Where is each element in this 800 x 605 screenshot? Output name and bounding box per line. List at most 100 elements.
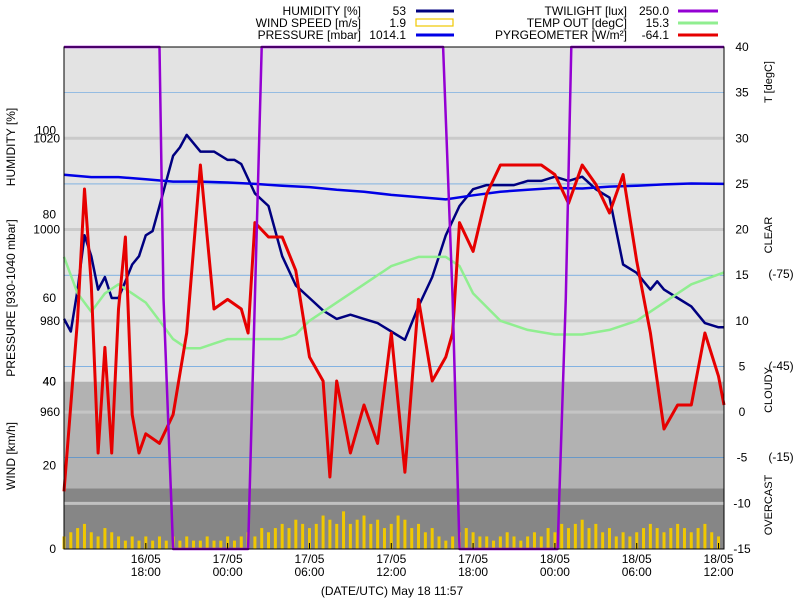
series-line-humidity (62, 133, 724, 342)
wind-bar-67 (519, 540, 523, 549)
sky-label: CLEAR (763, 217, 775, 254)
wind-bar-65 (505, 532, 509, 549)
wind-tick-label: 0 (49, 542, 56, 556)
legend-label: TWILIGHT [lux] (545, 4, 627, 18)
wind-bar-55 (437, 536, 441, 549)
x-date-label: 16/05 (131, 552, 161, 566)
wind-bar-7 (110, 532, 114, 549)
wind-bar-74 (567, 528, 571, 549)
wind-bar-20 (198, 540, 202, 549)
wind-bar-29 (260, 528, 264, 549)
wind-bar-71 (546, 528, 550, 549)
wind-bar-91 (682, 528, 686, 549)
wind-bar-48 (389, 523, 393, 549)
pressure-tick-label: 960 (40, 405, 60, 419)
wind-bar-90 (676, 523, 680, 549)
legend-value: 1014.1 (369, 28, 406, 42)
wind-bar-46 (376, 519, 380, 549)
wind-bar-36 (307, 528, 311, 549)
wind-bar-28 (253, 536, 257, 549)
x-time-label: 00:00 (213, 565, 243, 579)
wind-bar-82 (621, 532, 625, 549)
footer-label: (DATE/UTC) May 18 11:57 (321, 584, 464, 598)
wind-bar-41 (342, 511, 346, 549)
wind-bar-83 (628, 536, 632, 549)
x-date-label: 17/05 (376, 552, 406, 566)
wind-bar-14 (157, 536, 161, 549)
wind-bar-22 (212, 540, 216, 549)
temp-tick-label: 10 (735, 314, 749, 328)
x-date-label: 17/05 (213, 552, 243, 566)
temp-tick-label: -15 (733, 542, 751, 556)
wind-bar-24 (226, 536, 230, 549)
wind-bar-72 (553, 532, 557, 549)
wind-bar-26 (239, 536, 243, 549)
plot-frame (63, 46, 725, 550)
temp-tick-label: 40 (735, 40, 749, 54)
wind-bar-57 (451, 536, 455, 549)
legend-swatch (415, 18, 454, 27)
legend-label: PYRGEOMETER [W/m²] (495, 28, 627, 42)
temp-tick-label: 0 (739, 405, 746, 419)
wind-bar-66 (512, 536, 516, 549)
x-time-label: 00:00 (540, 565, 570, 579)
temp-tick-label: 5 (739, 359, 746, 373)
left-axis-label: HUMIDITY [%] (4, 108, 18, 186)
legend-label: PRESSURE [mbar] (258, 28, 361, 42)
wind-bar-15 (164, 540, 168, 549)
wind-bar-62 (485, 536, 489, 549)
wind-bar-49 (396, 515, 400, 549)
wind-bar-56 (444, 540, 448, 549)
right-axis-label: T [degC] (763, 61, 775, 103)
wind-bar-64 (498, 536, 502, 549)
series-line-pressure (63, 173, 725, 201)
wind-bar-3 (82, 523, 86, 549)
x-date-label: 17/05 (458, 552, 488, 566)
axis-ticks: 1008060401020100098096040200403530252015… (4, 40, 794, 579)
wind-bar-40 (335, 523, 339, 549)
wind-bar-2 (76, 528, 80, 549)
legend-label: HUMIDITY [%] (283, 4, 361, 18)
wind-bar-93 (696, 528, 700, 549)
temp-tick-label: 35 (735, 86, 749, 100)
grid-lines (64, 46, 724, 550)
x-date-label: 17/05 (294, 552, 324, 566)
wind-tick-label: 40 (43, 375, 57, 389)
wind-bar-78 (594, 523, 598, 549)
temp-tick-label: -5 (737, 451, 748, 465)
wind-bar-10 (130, 536, 134, 549)
wind-bar-30 (267, 532, 271, 549)
wind-bar-87 (655, 528, 659, 549)
wind-bars (62, 511, 721, 549)
wind-bar-43 (355, 519, 359, 549)
wind-bar-5 (96, 536, 100, 549)
humidity-tick-label: 40 (43, 375, 57, 389)
legend-value: 53 (393, 4, 407, 18)
wind-bar-59 (464, 528, 468, 549)
wind-bar-80 (607, 528, 611, 549)
wind-bar-61 (478, 536, 482, 549)
wind-bar-84 (635, 532, 639, 549)
wind-bar-23 (219, 540, 223, 549)
series-lines (62, 45, 726, 551)
wind-bar-39 (328, 519, 332, 549)
wind-bar-96 (717, 536, 721, 549)
wind-bar-44 (362, 515, 366, 549)
legend-label: WIND SPEED [m/s] (256, 16, 361, 30)
wind-bar-33 (287, 528, 291, 549)
plot-border (63, 46, 725, 550)
wind-bar-12 (144, 536, 148, 549)
wind-bar-45 (369, 523, 373, 549)
x-time-label: 06:00 (622, 565, 652, 579)
wind-bar-8 (117, 536, 121, 549)
legend: HUMIDITY [%] 53 WIND SPEED [m/s] 1.9 PRESSUR… (256, 4, 718, 42)
legend-value: 250.0 (639, 4, 669, 18)
sky-value-label: (-45) (768, 359, 793, 373)
sky-value-label: (-75) (768, 267, 793, 281)
wind-bar-37 (314, 523, 318, 549)
x-time-label: 18:00 (131, 565, 161, 579)
wind-bar-25 (232, 540, 236, 549)
wind-bar-53 (423, 532, 427, 549)
